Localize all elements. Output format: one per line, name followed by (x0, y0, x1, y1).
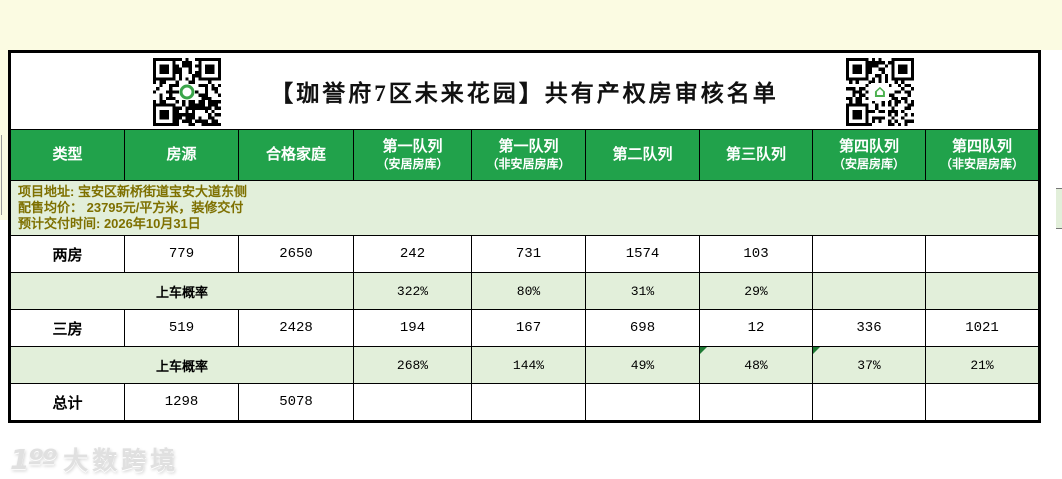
page-title: 【珈誉府7区未来花园】共有产权房审核名单 (270, 81, 779, 106)
row-label: 上车概率 (9, 272, 354, 310)
title-cell: 【珈誉府7区未来花园】共有产权房审核名单 ⌂ (8, 51, 1041, 130)
column-header-queue2: 第二队列 (585, 129, 700, 181)
column-header-sublabel: （非安居房库） (940, 156, 1025, 171)
table-cell: 519 (124, 309, 239, 347)
table-cell (585, 383, 700, 422)
table-cell (812, 383, 926, 422)
table-row-three-bedroom: 三房 519 2428 194 167 698 12 336 1021 (9, 309, 1041, 347)
table-cell: 80% (471, 272, 586, 310)
table-cell: 31% (585, 272, 700, 310)
table-cell (924, 235, 1041, 273)
table-cell: 1574 (585, 235, 700, 273)
audit-list-table: 【珈誉府7区未来花园】共有产权房审核名单 ⌂ 类型 房源 合格家庭 第一队列 （安… (8, 50, 1042, 423)
project-address: 项目地址: 宝安区新桥街道宝安大道东侧 (18, 184, 247, 199)
table-cell: 322% (353, 272, 472, 310)
row-label: 上车概率 (9, 346, 354, 384)
table-row-two-bedroom: 两房 779 2650 242 731 1574 103 (9, 235, 1041, 273)
column-header-label: 类型 (52, 145, 83, 163)
column-header-qualified-families: 合格家庭 (238, 129, 354, 181)
table-cell: 167 (471, 309, 586, 347)
column-header-label: 第一队列 (382, 138, 443, 156)
table-cell (812, 272, 926, 310)
project-delivery-date: 预计交付时间: 2026年10月31日 (18, 216, 201, 231)
column-header-label: 第二队列 (612, 145, 673, 163)
table-row-total: 总计 1298 5078 (9, 383, 1041, 422)
column-header-queue4-non-anju: 第四队列 （非安居房库） (924, 129, 1041, 181)
column-header-sublabel: （安居房库） (832, 156, 905, 171)
table-cell-value: 37% (857, 357, 881, 373)
table-cell: 242 (353, 235, 472, 273)
table-cell: 2650 (238, 235, 354, 273)
column-header-type: 类型 (9, 129, 125, 181)
table-cell-value: 48% (744, 357, 768, 373)
row-label: 两房 (9, 235, 125, 273)
column-header-label: 第四队列 (838, 138, 899, 156)
column-header-label: 第三队列 (725, 145, 786, 163)
table-cell: 779 (124, 235, 239, 273)
column-header-queue4-anju: 第四队列 （安居房库） (812, 129, 926, 181)
table-cell: 5078 (238, 383, 354, 422)
table-cell: 21% (924, 346, 1041, 384)
table-cell (471, 383, 586, 422)
table-cell (924, 383, 1041, 422)
table-cell: 1021 (924, 309, 1041, 347)
table-cell (812, 235, 926, 273)
table-cell: 698 (585, 309, 700, 347)
home-icon: ⌂ (871, 83, 889, 101)
table-cell (353, 383, 472, 422)
table-cell: 37% (812, 346, 926, 384)
row-label: 三房 (9, 309, 125, 347)
table-cell: 1298 (124, 383, 239, 422)
table-cell: 12 (699, 309, 813, 347)
site-watermark: 1ºº 大数跨境 (10, 441, 179, 477)
circle-ring-logo-icon (179, 84, 195, 100)
project-price: 配售均价： 23795元/平方米，装修交付 (18, 200, 244, 215)
background-strip-left (0, 50, 8, 220)
brand-logo-100: 1ºº (10, 442, 57, 476)
table-cell: 2428 (238, 309, 354, 347)
cropped-cell-fragment (1056, 188, 1062, 229)
error-indicator-triangle (700, 347, 707, 354)
table-cell: 336 (812, 309, 926, 347)
title-row: 【珈誉府7区未来花园】共有产权房审核名单 ⌂ (8, 51, 1041, 130)
column-header-label: 房源 (166, 145, 197, 163)
project-info-cell: 项目地址: 宝安区新桥街道宝安大道东侧 配售均价： 23795元/平方米，装修交… (8, 180, 1041, 236)
column-header-supply: 房源 (124, 129, 239, 181)
table-cell: 268% (353, 346, 472, 384)
column-header-label: 第四队列 (952, 138, 1013, 156)
table-header-row: 类型 房源 合格家庭 第一队列 （安居房库） 第一队列 （非安居房库） 第二队列 第… (9, 129, 1041, 181)
column-header-sublabel: （安居房库） (376, 156, 449, 171)
column-header-label: 第一队列 (498, 138, 559, 156)
column-header-label: 合格家庭 (265, 145, 326, 163)
qr-code-right: ⌂ (846, 58, 914, 126)
qr-code-left (153, 58, 221, 126)
table-cell: 144% (471, 346, 586, 384)
row-label: 总计 (9, 383, 125, 422)
column-header-queue3: 第三队列 (699, 129, 813, 181)
error-indicator-triangle (813, 347, 820, 354)
table-cell: 29% (699, 272, 813, 310)
watermark-text: 大数跨境 (63, 447, 180, 475)
table-cell: 48% (699, 346, 813, 384)
cropped-cell-edge (1, 135, 2, 215)
table-cell (699, 383, 813, 422)
background-band-top (0, 0, 1062, 50)
table-row-rate-three-bedroom: 上车概率 268% 144% 49% 48% 37% 21% (9, 346, 1041, 384)
table-cell: 194 (353, 309, 472, 347)
table-cell (924, 272, 1041, 310)
project-info-row: 项目地址: 宝安区新桥街道宝安大道东侧 配售均价： 23795元/平方米，装修交… (8, 180, 1041, 236)
column-header-sublabel: （非安居房库） (486, 156, 571, 171)
table-cell: 731 (471, 235, 586, 273)
table-cell: 49% (585, 346, 700, 384)
column-header-queue1-non-anju: 第一队列 （非安居房库） (471, 129, 586, 181)
table-row-rate-two-bedroom: 上车概率 322% 80% 31% 29% (9, 272, 1041, 310)
column-header-queue1-anju: 第一队列 （安居房库） (353, 129, 472, 181)
table-cell: 103 (699, 235, 813, 273)
